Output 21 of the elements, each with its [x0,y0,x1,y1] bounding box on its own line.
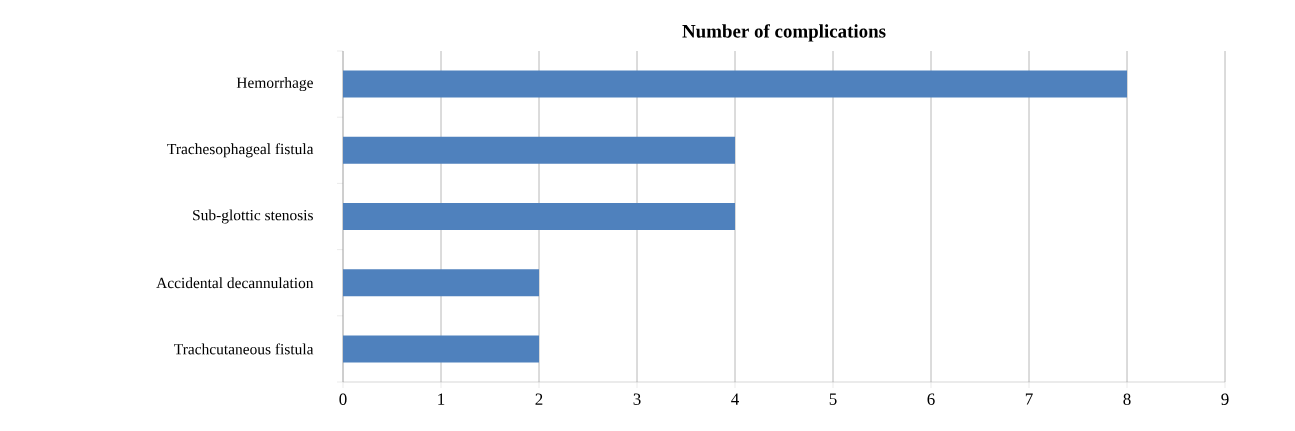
x-tick-label: 6 [927,393,935,405]
y-tick-label: Hemorrhage [236,77,313,92]
x-tick-label: 7 [1025,393,1033,405]
x-tick-label: 5 [829,393,837,405]
y-tick-label: Accidental decannulation [156,277,314,289]
bar [343,70,1128,98]
x-tick-label: 4 [731,393,739,405]
y-tick-label: Sub-glottic stenosis [193,209,313,224]
bar [343,269,540,297]
x-tick-label: 9 [1221,393,1229,405]
y-tick-label: Trachcutaneous fistula [174,343,314,355]
x-tick-label: 0 [339,393,347,405]
bar [343,335,540,363]
bar [343,136,736,164]
x-tick-label: 2 [535,393,543,405]
x-tick-label: 3 [633,393,641,405]
x-tick-label: 8 [1123,393,1131,405]
x-tick-label: 1 [438,393,445,405]
y-tick-label: Trachesophageal fistula [167,143,314,158]
bar [343,203,736,230]
chart-title: Number of complications [682,24,886,42]
